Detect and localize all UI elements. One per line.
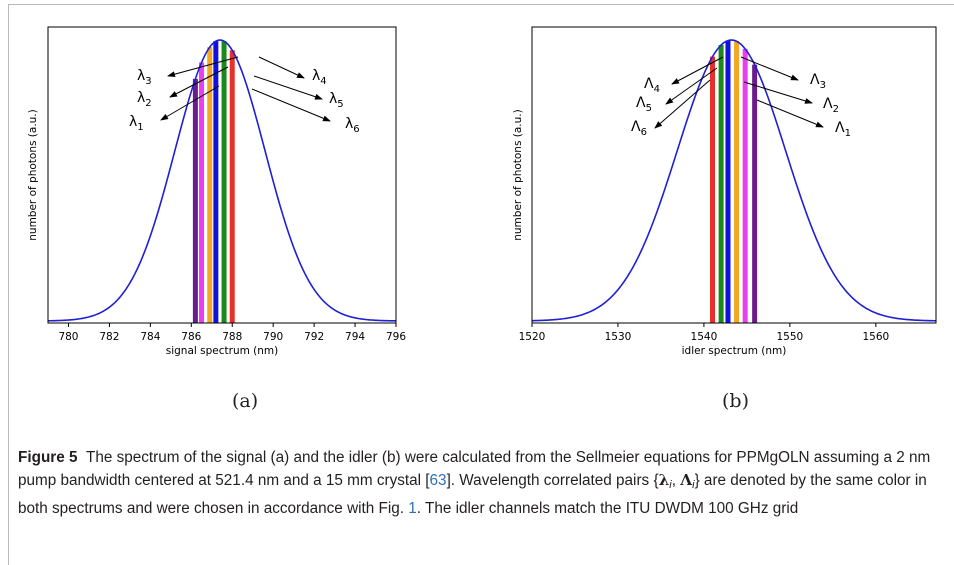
- caption-text-3: } are denoted by the same color in both …: [18, 472, 927, 517]
- lambda-subscript: i: [669, 479, 672, 491]
- figure-plots: 780 782 784 786 788 790 792 794 796 signal spectr…: [27, 26, 937, 357]
- x-tick-label: 780: [58, 331, 78, 343]
- x-tick-label: 1530: [605, 331, 632, 343]
- chart-panel-b: 1520 1530 1540 1550 1560 idler spectrum (nm) n…: [512, 26, 937, 357]
- annotation-symbol: Λ: [823, 96, 833, 112]
- annotation-symbol: Λ: [636, 95, 646, 111]
- x-tick-label: 1550: [777, 331, 804, 343]
- annotation-arrow: [167, 56, 239, 78]
- annotation-label: Λ1: [835, 120, 851, 139]
- x-tick-label: 782: [99, 331, 119, 343]
- panel-label-a: (a): [232, 390, 259, 412]
- annotation-subscript: 5: [337, 99, 343, 110]
- y-axis-label: number of photons (a.u.): [512, 109, 524, 240]
- annotation-subscript: 4: [320, 76, 326, 87]
- figure-caption: Figure 5 The spectrum of the signal (a) …: [18, 446, 938, 520]
- figure-link-1[interactable]: 1: [408, 500, 417, 517]
- y-axis-label: number of photons (a.u.): [27, 109, 39, 240]
- lambda-symbol: λ: [658, 471, 670, 489]
- annotation-arrow: [160, 85, 220, 121]
- annotation-label: λ1: [129, 114, 144, 133]
- annotation-symbol: Λ: [631, 119, 641, 135]
- annotation-subscript: 4: [654, 84, 660, 95]
- annotation-subscript: 1: [845, 128, 851, 139]
- annotation-arrow: [743, 81, 813, 104]
- annotation-arrow: [671, 56, 724, 85]
- annotation-symbol: Λ: [810, 72, 820, 88]
- x-tick-label: 788: [222, 331, 242, 343]
- capital-lambda-symbol: Λ: [680, 471, 693, 489]
- annotation-symbol: λ: [312, 68, 320, 84]
- caption-comma: ,: [671, 472, 681, 489]
- annotation-subscript: 6: [353, 124, 359, 135]
- capital-lambda-subscript: i: [692, 479, 695, 491]
- x-tick-label: 794: [345, 331, 365, 343]
- annotation-symbol: λ: [137, 90, 145, 106]
- annotation-symbol: λ: [137, 68, 145, 84]
- annotation-arrow: [253, 75, 323, 100]
- annotation-label: Λ5: [636, 95, 652, 114]
- x-tick-label: 1540: [691, 331, 718, 343]
- x-axis-label: idler spectrum (nm): [682, 345, 787, 357]
- annotation-label: Λ6: [631, 119, 647, 138]
- annotation-label: Λ3: [810, 72, 826, 91]
- annotation-label: λ4: [312, 68, 327, 87]
- x-tick-label: 784: [140, 331, 160, 343]
- annotation-subscript: 2: [145, 98, 151, 109]
- annotation-symbol: λ: [129, 114, 137, 130]
- spectrum-curve: [531, 39, 937, 322]
- annotation-arrow: [756, 99, 824, 128]
- annotation-subscript: 1: [137, 122, 143, 133]
- annotation-label: λ3: [137, 68, 152, 87]
- x-axis-label: signal spectrum (nm): [166, 345, 279, 357]
- x-tick-label: 786: [181, 331, 201, 343]
- annotation-label: λ5: [329, 91, 344, 110]
- caption-text-2: ]. Wavelength correlated pairs {: [446, 472, 659, 489]
- annotation-label: Λ4: [644, 76, 660, 95]
- annotation-symbol: Λ: [835, 120, 845, 136]
- figure-number: Figure 5: [18, 449, 78, 466]
- caption-text-4: . The idler channels match the ITU DWDM …: [416, 500, 799, 517]
- annotation-arrow: [665, 67, 718, 105]
- caption-text-1: The spectrum of the signal (a) and the i…: [18, 449, 931, 489]
- panel-label-b: (b): [722, 390, 749, 412]
- axes-frame: [47, 26, 397, 324]
- x-tick-label: 796: [386, 331, 406, 343]
- annotation-symbol: λ: [345, 116, 353, 132]
- annotation-subscript: 5: [646, 103, 652, 114]
- annotation-arrow: [654, 79, 711, 129]
- annotation-subscript: 6: [641, 127, 647, 138]
- x-tick-label: 790: [263, 331, 283, 343]
- reference-link-63[interactable]: 63: [429, 472, 447, 489]
- annotation-symbol: λ: [329, 91, 337, 107]
- annotation-label: Λ2: [823, 96, 839, 115]
- annotation-subscript: 3: [145, 76, 151, 87]
- x-tick-label: 1520: [519, 331, 546, 343]
- annotation-label: λ2: [137, 90, 152, 109]
- spectrum-curve: [47, 39, 397, 322]
- annotation-arrow: [740, 56, 799, 81]
- axes-frame: [531, 26, 937, 324]
- chart-panel-a: 780 782 784 786 788 790 792 794 796 signal spectr…: [27, 26, 406, 357]
- annotation-arrow: [169, 66, 229, 98]
- annotation-label: λ6: [345, 116, 360, 135]
- figure-frame: [8, 4, 954, 565]
- annotation-subscript: 3: [820, 80, 826, 91]
- annotation-arrow: [258, 56, 305, 79]
- annotation-subscript: 2: [833, 104, 839, 115]
- x-tick-label: 1560: [862, 331, 889, 343]
- x-tick-label: 792: [304, 331, 324, 343]
- annotation-arrow: [251, 88, 331, 122]
- annotation-symbol: Λ: [644, 76, 654, 92]
